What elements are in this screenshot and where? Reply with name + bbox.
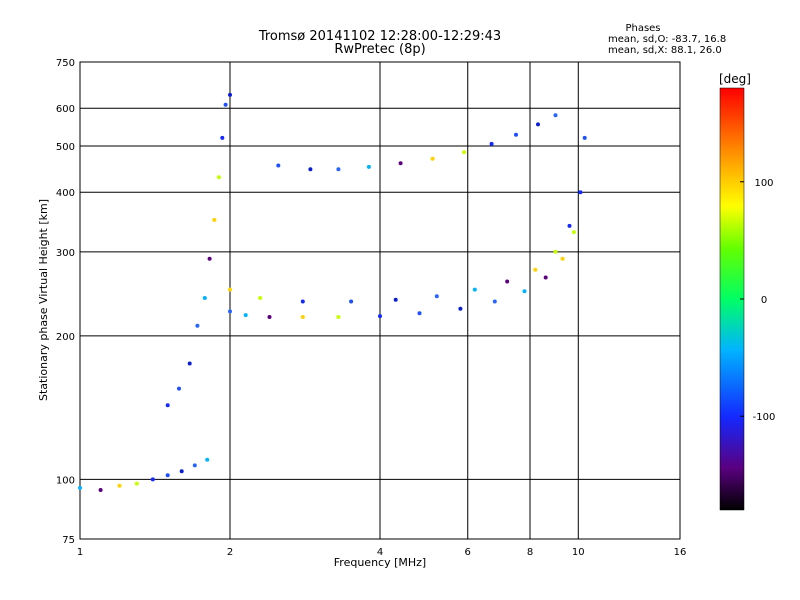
y-tick-label: 100	[56, 475, 75, 486]
data-point	[134, 481, 139, 486]
data-point	[336, 167, 341, 172]
y-axis-label: Stationary phase Virtual Height [km]	[37, 199, 50, 401]
data-point	[472, 287, 477, 292]
data-point	[560, 256, 565, 261]
data-point	[505, 279, 510, 284]
data-point	[553, 249, 558, 254]
x-tick-label: 10	[572, 547, 585, 558]
data-point	[522, 289, 527, 294]
colorbar-tick-label: 100	[754, 178, 773, 189]
x-tick-label: 4	[377, 547, 383, 558]
data-point	[336, 315, 341, 319]
grid-lines	[80, 62, 680, 539]
x-tick-label: 2	[227, 547, 233, 558]
data-point	[150, 477, 155, 482]
x-tick-label: 1	[77, 547, 83, 558]
x-tick-label: 6	[465, 547, 471, 558]
data-point	[300, 315, 305, 319]
colorbar-tick-label: 0	[761, 295, 767, 306]
data-point	[492, 299, 497, 304]
data-point	[349, 299, 354, 304]
data-point	[300, 299, 305, 304]
y-tick-label: 300	[56, 248, 75, 259]
data-point	[276, 163, 281, 168]
data-point	[514, 132, 518, 137]
stats-o-line: mean, sd,O: -83.7, 16.8	[608, 34, 726, 45]
data-point	[179, 469, 184, 474]
data-point	[78, 485, 82, 490]
data-point	[366, 164, 371, 169]
y-tick-label: 400	[56, 188, 75, 199]
data-point	[195, 323, 200, 328]
y-axis-ticks: 75 100 200 300 400 500 600 750	[56, 58, 75, 546]
data-point	[205, 457, 210, 462]
data-point	[202, 296, 207, 300]
data-point	[187, 361, 192, 366]
data-point	[258, 296, 263, 300]
data-point	[228, 287, 232, 292]
y-tick-label: 200	[56, 332, 75, 343]
data-point	[430, 156, 435, 161]
x-tick-label: 16	[674, 547, 687, 558]
data-point	[393, 297, 398, 302]
data-point	[207, 256, 212, 261]
data-point	[212, 217, 217, 222]
data-point	[267, 315, 272, 319]
data-point	[458, 306, 463, 311]
data-point	[216, 175, 221, 180]
data-point	[571, 230, 576, 235]
data-point	[223, 102, 228, 107]
data-point	[243, 313, 248, 318]
data-point	[228, 309, 232, 314]
y-tick-label: 500	[56, 142, 75, 153]
data-point	[553, 113, 558, 118]
chart-subtitle: RwPretec (8p)	[334, 42, 425, 57]
data-marks	[78, 92, 587, 492]
chart-title: Tromsø 20141102 12:28:00-12:29:43	[258, 29, 501, 44]
y-tick-label: 75	[62, 535, 75, 546]
data-point	[378, 314, 382, 319]
data-point	[417, 311, 422, 316]
data-point	[177, 386, 181, 391]
data-point	[220, 135, 225, 140]
x-tick-label: 8	[527, 547, 533, 558]
colorbar-unit-label: [deg]	[719, 72, 751, 86]
data-point	[192, 463, 197, 468]
data-point	[543, 275, 548, 280]
data-point	[165, 473, 170, 478]
data-point	[578, 190, 583, 195]
data-point	[582, 135, 587, 140]
stats-x-line: mean, sd,X: 88.1, 26.0	[608, 45, 722, 56]
data-point	[434, 294, 439, 299]
data-point	[117, 483, 122, 488]
colorbar-tick-label: -100	[753, 412, 776, 423]
data-point	[533, 267, 538, 272]
data-point	[536, 122, 540, 127]
y-tick-label: 750	[56, 58, 75, 69]
stats-heading: Phases	[625, 23, 660, 34]
colorbar-ticks: 100 0 -100	[740, 178, 775, 423]
y-tick-label: 600	[56, 104, 75, 115]
plot-area: 1 2 4 6 8 10 16 75 100 200 300 400 500 600 750	[56, 58, 686, 558]
data-point	[165, 403, 170, 408]
data-point	[308, 167, 313, 172]
data-point	[489, 141, 494, 146]
data-point	[462, 150, 467, 155]
data-point	[567, 223, 572, 228]
x-axis-ticks: 1 2 4 6 8 10 16	[77, 547, 687, 558]
data-point	[98, 488, 103, 492]
data-point	[228, 92, 232, 97]
colorbar: [deg] 100 0 -100	[719, 72, 775, 511]
data-point	[398, 161, 403, 166]
x-axis-label: Frequency [MHz]	[334, 556, 426, 569]
